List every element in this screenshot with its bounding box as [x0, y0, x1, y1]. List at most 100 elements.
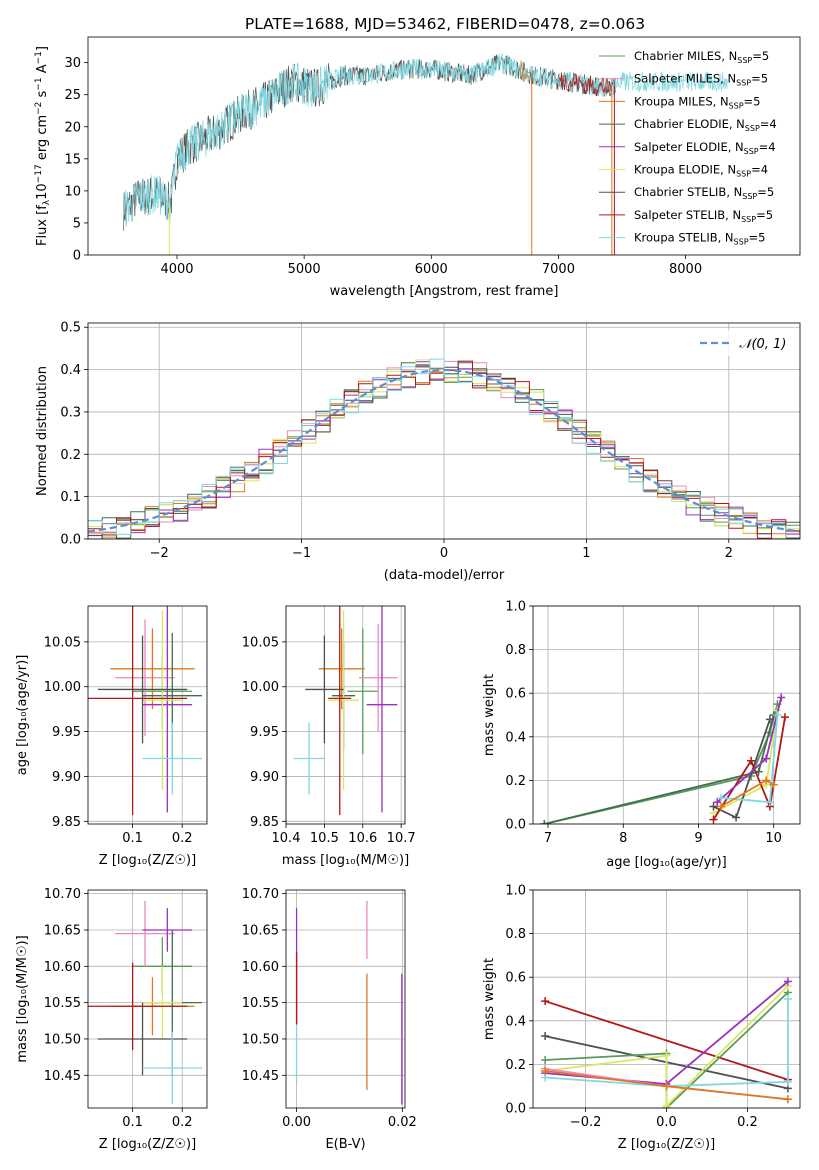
x-axis-label: wavelength [Angstrom, rest frame]	[330, 284, 559, 299]
y-tick-label: 5	[73, 216, 81, 231]
weight-marker	[541, 1056, 550, 1065]
x-tick-label: 8	[619, 831, 627, 846]
legend-label: Chabrier STELIB, NSSP=5	[634, 185, 774, 201]
y-tick-label: 9.95	[250, 725, 279, 740]
weight-line	[544, 1000, 789, 1081]
x-tick-label: 2	[725, 546, 733, 561]
legend-label: Salpeter MILES, NSSP=5	[634, 72, 768, 88]
x-axis-label: age [log₁₀(age/yr)]	[606, 855, 727, 870]
y-tick-label: 10.00	[44, 680, 81, 695]
y-tick-label: 10.60	[242, 960, 279, 975]
plot-area	[88, 900, 203, 1105]
spectrum-line-kroupa-stelib	[123, 52, 728, 227]
weight-marker	[709, 802, 718, 811]
x-tick-label: 0.00	[282, 1115, 311, 1130]
weight-marker	[540, 820, 549, 824]
y-tick-label: 0.1	[60, 490, 81, 505]
y-tick-label: 10	[64, 184, 81, 199]
y-tick-label: 0.4	[505, 1014, 526, 1029]
weight-marker	[662, 1051, 671, 1060]
panel-spectrum: 4000 5000 6000 7000 8000 0 5 10 15 20 25 30 waveleng…	[34, 36, 801, 299]
weight-marker	[783, 1095, 792, 1104]
weight-marker	[541, 1066, 550, 1075]
legend-label: Chabrier ELODIE, NSSP=4	[634, 117, 777, 133]
y-tick-label: 0.8	[505, 927, 526, 942]
x-tick-label: −0.2	[570, 1115, 602, 1130]
y-tick-label: 20	[64, 120, 81, 135]
legend-label: Kroupa STELIB, NSSP=5	[634, 231, 765, 247]
histogram-kroupa-stelib	[88, 358, 800, 539]
panel-weight-vs-age: 7 8 9 10 0.0 0.2 0.4 0.6 0.8 1.0 age [log₁₀(age/yr…	[482, 600, 801, 870]
weight-marker	[541, 997, 550, 1006]
x-tick-label: 7000	[542, 262, 575, 277]
y-tick-label: 30	[64, 56, 81, 71]
y-tick-label: 10.55	[44, 996, 81, 1011]
legend-box	[692, 330, 794, 356]
plot-area	[123, 52, 728, 255]
weight-line	[544, 703, 779, 824]
y-tick-label: 0.0	[505, 818, 526, 833]
weight-marker	[732, 813, 741, 822]
y-tick-label: 10.70	[242, 887, 279, 902]
weight-marker	[783, 977, 792, 986]
y-tick-label: 0.5	[60, 321, 81, 336]
weight-marker	[777, 693, 786, 702]
y-tick-label: 0.6	[505, 687, 526, 702]
x-tick-label: 0.2	[737, 1115, 758, 1130]
weight-line	[545, 999, 789, 1088]
plot-area	[88, 606, 203, 816]
axes-frame	[532, 605, 801, 825]
axes-frame	[87, 605, 208, 825]
x-axis-label: E(B-V)	[325, 1137, 365, 1152]
legend-label: Kroupa ELODIE, NSSP=4	[634, 163, 768, 179]
weight-marker	[709, 815, 718, 824]
axes-frame	[87, 322, 801, 540]
legend: Chabrier MILES, NSSP=5 Salpeter MILES, NS…	[599, 49, 777, 247]
legend-label: Salpeter ELODIE, NSSP=4	[634, 140, 776, 156]
plot-area	[541, 977, 792, 1108]
normal-curve	[88, 368, 800, 533]
spectrum-line-kroupa-miles	[519, 60, 533, 83]
legend-label: Chabrier MILES, NSSP=5	[634, 49, 769, 65]
weight-marker	[769, 780, 778, 789]
y-tick-label: 10.55	[242, 996, 279, 1011]
panel-mass-vs-Z: 0.1 0.2 10.45 10.50 10.55 10.60 10.65 10.70 Z [l…	[15, 887, 208, 1152]
weight-marker	[762, 776, 771, 785]
y-tick-label: 0.6	[505, 971, 526, 986]
weight-marker	[717, 802, 726, 811]
y-tick-label: 9.90	[52, 770, 81, 785]
x-tick-label: 0	[440, 546, 448, 561]
x-tick-label: 0.2	[172, 831, 193, 846]
panel-residuals: −2 −1 0 1 2 0.0 0.1 0.2 0.3 0.4 0.5 (data-model)/er…	[35, 321, 801, 583]
legend-label: Salpeter STELIB, NSSP=5	[634, 208, 773, 224]
legend-label: 𝒩(0, 1)	[739, 337, 786, 352]
weight-marker	[541, 1032, 550, 1041]
x-axis-label: (data-model)/error	[384, 568, 505, 583]
panel-age-vs-Z: 0.1 0.2 9.85 9.90 9.95 10.00 10.05 Z [log₁₀(Z/Z…	[15, 605, 208, 868]
x-tick-label: 0.1	[122, 831, 143, 846]
weight-marker	[773, 711, 782, 719]
y-tick-label: 0.2	[505, 1058, 526, 1073]
y-tick-label: 10.05	[242, 635, 279, 650]
x-axis-label: Z [log₁₀(Z/Z☉)]	[99, 1137, 196, 1152]
x-tick-label: 1	[582, 546, 590, 561]
legend: 𝒩(0, 1)	[692, 330, 794, 356]
x-tick-label: 10.5	[310, 831, 339, 846]
y-tick-label: 15	[64, 152, 81, 167]
y-tick-label: 0	[73, 249, 81, 264]
axes-frame	[87, 889, 208, 1109]
x-tick-label: 4000	[160, 262, 193, 277]
x-tick-label: 10.4	[272, 831, 301, 846]
weight-marker	[783, 995, 792, 1003]
weight-marker	[762, 754, 771, 763]
y-tick-label: 0.4	[60, 363, 81, 378]
y-tick-label: 0.3	[60, 405, 81, 420]
plot-area	[540, 693, 789, 824]
x-tick-label: 8000	[669, 262, 702, 277]
plot-area	[293, 606, 398, 816]
y-tick-label: 0.0	[505, 1102, 526, 1117]
x-axis-label: Z [log₁₀(Z/Z☉)]	[99, 853, 196, 868]
axes-frame	[532, 889, 801, 1109]
y-tick-label: 9.85	[52, 815, 81, 830]
figure-title: PLATE=1688, MJD=53462, FIBERID=0478, z=0…	[245, 15, 645, 33]
